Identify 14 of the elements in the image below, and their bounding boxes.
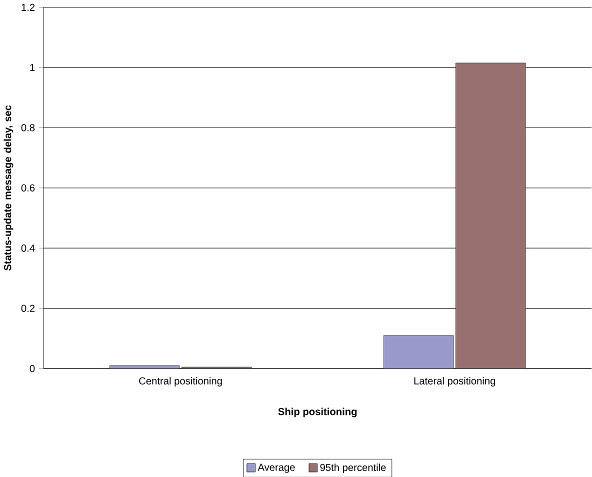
y-tick-label: 0.2: [21, 304, 35, 312]
y-tick-label: 1.2: [22, 4, 35, 11]
y-tick-label: 0: [30, 364, 35, 372]
y-tick-label: 1: [30, 64, 35, 71]
x-axis-title: Ship positioning: [278, 408, 357, 418]
bar: [383, 335, 454, 368]
y-tick-label: 0.6: [21, 184, 35, 192]
y-tick-label: 0.4: [21, 244, 35, 252]
x-tick-label: Lateral positioning: [414, 376, 496, 386]
legend-label: Average: [258, 464, 295, 473]
y-tick-label: 0.8: [21, 124, 35, 132]
legend-label: 95th percentile: [320, 463, 386, 473]
x-tick-label: Central positioning: [139, 376, 222, 386]
y-axis-title: Status-update message delay, sec: [4, 105, 14, 270]
